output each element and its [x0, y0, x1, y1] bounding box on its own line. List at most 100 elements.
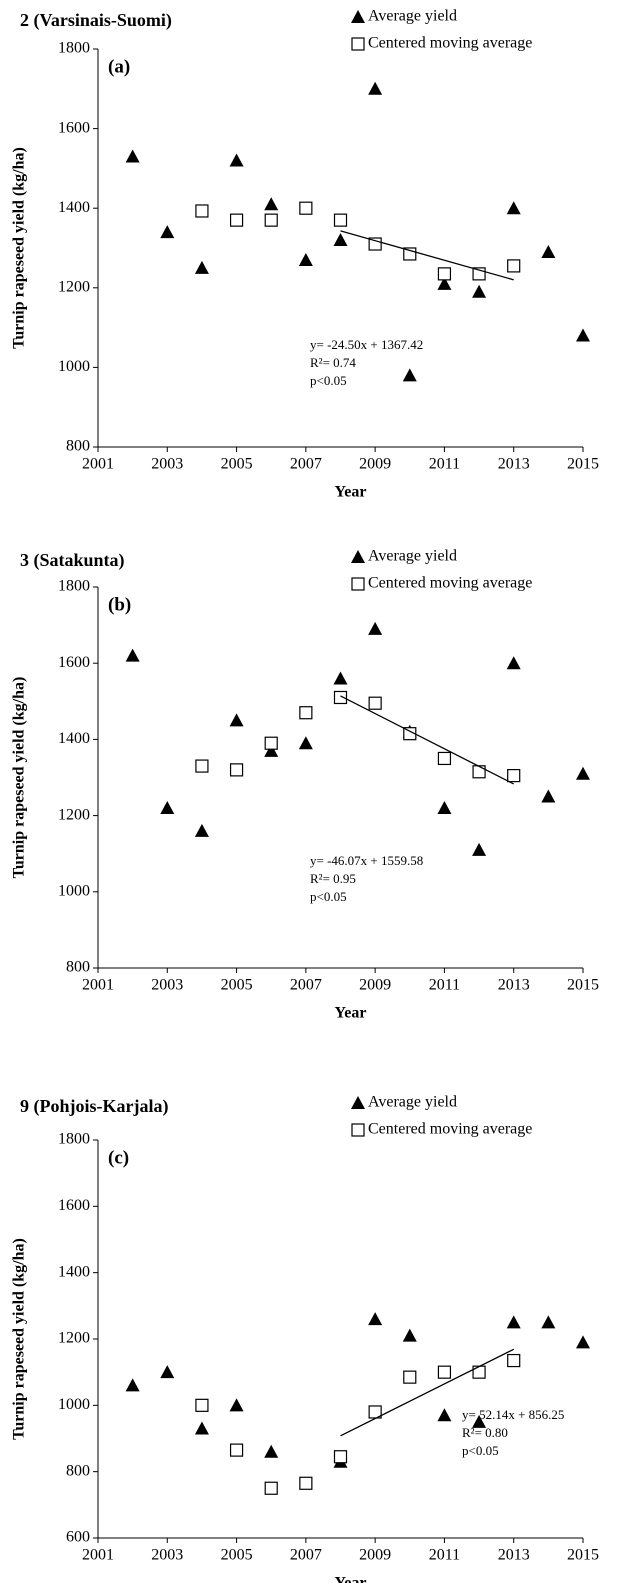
y-tick-label: 800 — [66, 438, 90, 455]
y-tick-label: 1200 — [58, 806, 90, 823]
y-tick-label: 1800 — [58, 40, 90, 57]
square-marker — [437, 751, 452, 766]
square-marker — [333, 690, 348, 705]
y-tick-label: 1800 — [58, 1131, 90, 1148]
panel-label: (b) — [108, 594, 131, 615]
annotation: p<0.05 — [462, 1443, 499, 1458]
triangle-marker — [125, 1378, 140, 1392]
triangle-marker — [506, 656, 521, 670]
legend-marker — [351, 10, 365, 23]
y-tick-label: 1200 — [58, 278, 90, 295]
y-tick-label: 1000 — [58, 358, 90, 375]
triangle-marker — [472, 1414, 487, 1428]
x-tick-label: 2001 — [82, 977, 114, 994]
square-marker — [195, 759, 209, 773]
panel-title: 3 (Satakunta) — [20, 550, 125, 571]
x-axis-label: Year — [335, 1005, 367, 1022]
x-tick-label: 2015 — [567, 1547, 599, 1564]
square-marker — [437, 1365, 452, 1379]
y-axis-label: Turnip rapeseed yield (kg/ha) — [11, 147, 28, 349]
panel-title: 2 (Varsinais-Suomi) — [20, 10, 172, 31]
triangle-marker — [541, 1315, 556, 1329]
square-marker — [403, 1370, 417, 1384]
triangle-marker — [506, 201, 521, 215]
square-marker — [507, 768, 521, 783]
triangle-marker — [576, 1335, 590, 1349]
y-tick-label: 1400 — [58, 1263, 90, 1280]
x-tick-label: 2003 — [151, 456, 183, 473]
triangle-marker — [194, 1421, 209, 1435]
x-axis-label: Year — [335, 484, 367, 501]
trend-line — [340, 1348, 515, 1437]
triangle-marker — [264, 743, 279, 757]
legend-marker — [351, 577, 365, 591]
legend-label: Centered moving average — [368, 35, 532, 52]
legend-label: Average yield — [368, 8, 457, 25]
panel-title: 9 (Pohjois-Karjala) — [20, 1096, 168, 1117]
square-marker — [472, 1365, 486, 1379]
annotation: p<0.05 — [310, 373, 347, 388]
triangle-marker — [333, 233, 348, 247]
square-marker — [195, 1398, 209, 1412]
y-tick-label: 1200 — [58, 1330, 90, 1347]
y-axis-label: Turnip rapeseed yield (kg/ha) — [11, 1238, 28, 1440]
x-tick-label: 2015 — [567, 977, 599, 994]
x-tick-label: 2005 — [221, 977, 253, 994]
square-marker — [368, 696, 382, 710]
y-tick-label: 1600 — [58, 654, 90, 671]
x-tick-label: 2009 — [359, 977, 391, 994]
y-tick-label: 800 — [66, 959, 90, 976]
annotation: R²= 0.80 — [462, 1425, 508, 1440]
y-tick-label: 1400 — [58, 730, 90, 747]
y-axis-label: Turnip rapeseed yield (kg/ha) — [11, 677, 28, 879]
triangle-marker — [368, 621, 383, 635]
legend-label: Average yield — [368, 1094, 457, 1111]
square-marker — [299, 1476, 313, 1490]
annotation: y= -24.50x + 1367.42 — [310, 337, 423, 352]
triangle-marker — [402, 368, 417, 382]
triangle-marker — [368, 81, 383, 95]
triangle-marker — [229, 153, 244, 167]
legend-label: Average yield — [368, 548, 457, 565]
y-tick-label: 1800 — [58, 578, 90, 595]
legend-marker — [351, 1096, 365, 1109]
square-marker — [437, 267, 452, 281]
square-marker — [229, 763, 244, 777]
triangle-marker — [264, 1444, 279, 1458]
triangle-marker — [576, 328, 590, 342]
square-marker — [299, 201, 313, 215]
x-tick-label: 2015 — [567, 456, 599, 473]
y-tick-label: 1600 — [58, 1197, 90, 1214]
x-tick-label: 2013 — [498, 456, 530, 473]
triangle-marker — [194, 260, 209, 274]
x-tick-label: 2001 — [82, 456, 114, 473]
square-marker — [264, 736, 278, 750]
triangle-marker — [402, 1328, 417, 1342]
square-marker — [507, 1353, 521, 1368]
triangle-marker — [160, 800, 175, 814]
triangle-marker — [576, 766, 590, 780]
x-tick-label: 2013 — [498, 1547, 530, 1564]
annotation: y= 52.14x + 856.25 — [462, 1407, 564, 1422]
triangle-marker — [472, 284, 487, 298]
triangle-marker — [333, 671, 348, 685]
trend-line — [340, 230, 514, 281]
triangle-marker — [264, 197, 279, 211]
square-marker — [299, 706, 313, 720]
x-tick-label: 2003 — [151, 1547, 183, 1564]
triangle-marker — [541, 789, 556, 803]
square-marker — [264, 213, 278, 227]
square-marker — [264, 1481, 278, 1495]
legend-label: Centered moving average — [368, 575, 532, 592]
triangle-marker — [298, 252, 313, 266]
square-marker — [333, 1450, 348, 1464]
x-tick-label: 2007 — [290, 1547, 322, 1564]
triangle-marker — [125, 648, 140, 662]
triangle-marker — [229, 713, 244, 727]
square-marker — [195, 204, 209, 218]
x-tick-label: 2013 — [498, 977, 530, 994]
triangle-marker — [506, 1315, 521, 1329]
x-tick-label: 2005 — [221, 1547, 253, 1564]
